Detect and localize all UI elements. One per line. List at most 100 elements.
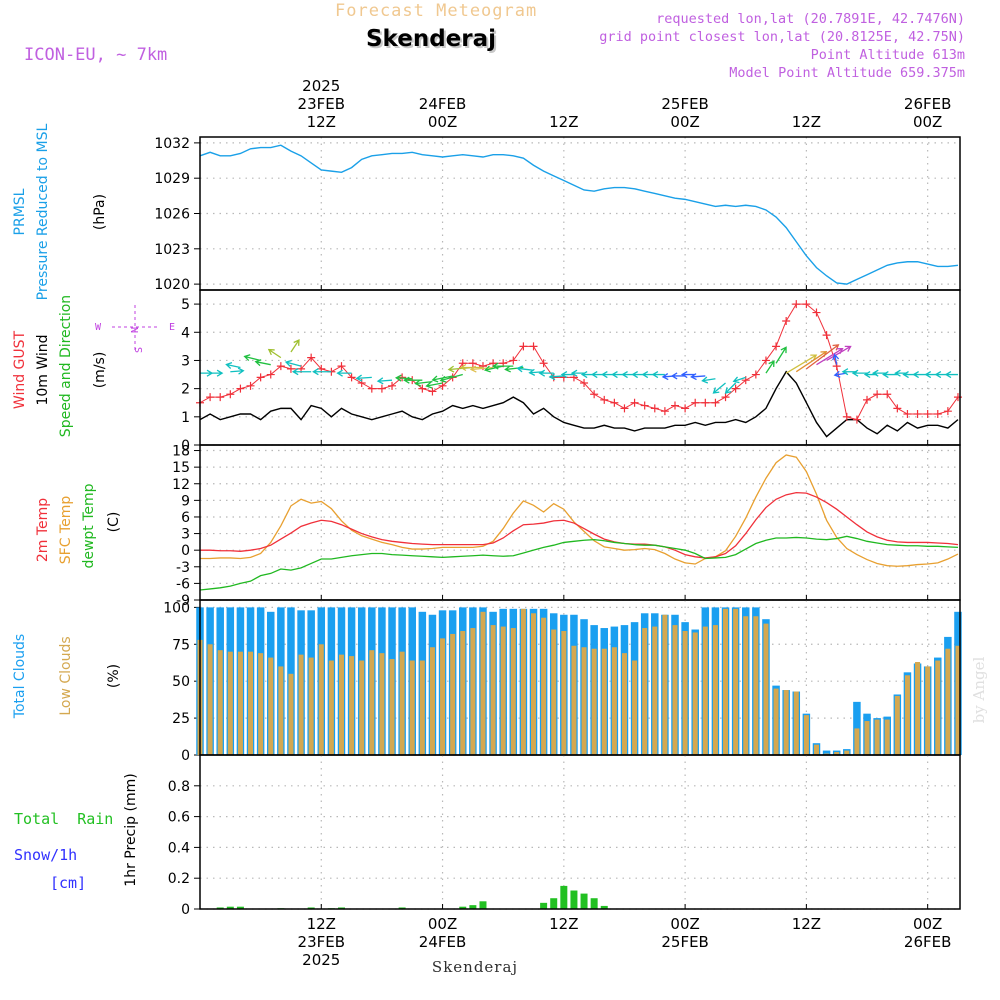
wind-label-10m: 10m Wind <box>35 334 51 405</box>
wind-direction-arrow <box>376 377 393 385</box>
time-label-bottom: 00Z <box>913 915 942 933</box>
wind-gust-point <box>246 381 255 390</box>
wind-gust-point <box>731 384 740 393</box>
wind-gust-point <box>721 393 730 402</box>
rain-bar <box>337 907 345 909</box>
low-cloud-bar <box>369 650 375 755</box>
low-cloud-bar <box>702 626 708 755</box>
time-label-bottom: 00Z <box>670 915 699 933</box>
low-cloud-bar <box>904 675 910 755</box>
cloud-unit: (%) <box>106 664 122 688</box>
wind-direction-arrow <box>785 354 818 374</box>
low-cloud-bar <box>632 660 638 755</box>
pressure-line <box>199 144 959 285</box>
y-tick-label: 5 <box>181 297 190 313</box>
wind-gust-point <box>812 308 821 317</box>
wind-direction-arrow <box>254 359 271 367</box>
rain-bar <box>600 905 608 909</box>
pressure-panel: 1020 1023 1026 1029 1032 <box>154 136 961 293</box>
chart-subtitle: Forecast Meteogram <box>335 1 537 21</box>
time-label-top: 25FEB <box>661 95 708 113</box>
wind-direction-arrow <box>732 376 746 384</box>
wind-gust-point <box>903 410 912 418</box>
wind-gust-point <box>266 370 275 379</box>
wind-gust-point <box>337 362 346 371</box>
precip-label-snow-unit: [cm] <box>50 874 86 892</box>
low-cloud-bar <box>490 625 496 755</box>
y-tick-label: 25 <box>172 711 190 727</box>
panel-frame <box>199 289 961 446</box>
wind-gust-point <box>913 410 922 418</box>
low-cloud-bar <box>763 623 769 755</box>
y-tick-label: 6 <box>181 510 190 526</box>
grid <box>200 755 960 910</box>
low-cloud-bar <box>813 744 819 755</box>
low-cloud-bar <box>318 644 324 755</box>
wind-direction-arrow <box>243 354 261 362</box>
low-cloud-bar <box>278 666 284 755</box>
low-cloud-bar <box>419 660 425 755</box>
low-cloud-bar <box>227 651 233 755</box>
low-cloud-bar <box>793 691 799 755</box>
wind-direction-arrow <box>690 373 706 381</box>
time-label-bottom: 12Z <box>307 915 336 933</box>
wind-direction-arrow <box>210 369 224 377</box>
temp-2m-line <box>200 491 959 559</box>
low-cloud-bar <box>652 626 658 755</box>
wind-direction-arrow <box>483 365 504 373</box>
wind-gust-point <box>226 390 235 399</box>
wind-gust-point <box>377 384 386 393</box>
low-cloud-bar <box>349 656 355 755</box>
y-tick-label: 4 <box>181 325 190 341</box>
wind-gust-point <box>640 401 649 410</box>
rain-bar <box>540 902 548 909</box>
low-cloud-bar <box>884 719 890 755</box>
low-cloud-bar <box>894 695 900 755</box>
wind-direction-arrow <box>651 370 665 379</box>
low-cloud-bar <box>561 631 567 755</box>
wind-gust-point <box>630 398 639 407</box>
rain-bar <box>580 893 588 909</box>
wind-direction-arrow <box>267 348 282 359</box>
wind-gust-point <box>933 410 942 418</box>
wind-direction-arrow <box>882 370 898 379</box>
low-cloud-bar <box>268 657 274 755</box>
y-tick-label: 100 <box>163 600 190 616</box>
time-label-top: 00Z <box>428 113 457 131</box>
low-cloud-bar <box>874 719 880 755</box>
wind-gust-point <box>539 359 548 368</box>
wind-direction-arrow <box>560 370 574 379</box>
rain-bar <box>570 890 578 909</box>
total-cloud-bar <box>822 750 831 755</box>
y-tick-label: 2 <box>181 382 190 398</box>
low-cloud-bar <box>258 653 264 755</box>
wind-gust-point <box>842 412 851 421</box>
wind-gust-point <box>660 407 669 416</box>
time-label-bottom: 2025 <box>302 951 340 969</box>
time-label-top: 00Z <box>913 113 942 131</box>
y-tick-label: 12 <box>172 477 190 493</box>
model-name: ICON-EU, ~ 7km <box>24 45 167 65</box>
wind-gust-point <box>347 373 356 382</box>
rain-bar <box>398 907 406 909</box>
y-tick-label: 0.8 <box>168 779 190 795</box>
gridpoint-coords: grid point closest lon,lat (20.8125E, 42… <box>599 29 965 45</box>
wind-label-direction: Speed and Direction <box>58 295 74 437</box>
time-label-bottom: 12Z <box>792 915 821 933</box>
rain-bar <box>550 898 558 909</box>
low-cloud-bar <box>662 614 668 755</box>
wind-direction-arrow <box>504 365 524 373</box>
wind-direction-arrow <box>944 370 958 379</box>
wind-gust-point <box>276 362 285 371</box>
y-tick-label: -9 <box>176 593 190 609</box>
low-cloud-bar <box>551 629 557 755</box>
wind-direction-arrow <box>312 368 332 376</box>
wind-gust-point <box>751 370 760 379</box>
low-cloud-bar <box>440 638 446 755</box>
wind-gust-point <box>772 342 781 351</box>
wind-gust-point <box>367 384 376 393</box>
low-cloud-bar <box>531 613 537 755</box>
y-tick-label: 1029 <box>154 171 190 187</box>
clouds-panel: 0 25 50 75 100 <box>163 599 962 764</box>
